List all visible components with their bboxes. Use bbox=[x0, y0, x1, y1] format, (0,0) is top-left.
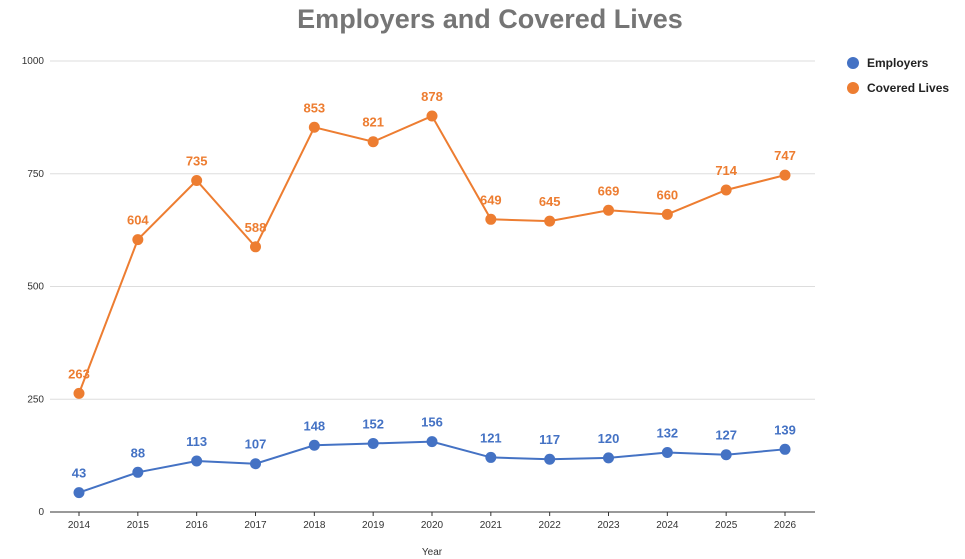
data-label-employers: 107 bbox=[245, 437, 267, 452]
data-point-covered-lives bbox=[720, 184, 732, 196]
data-label-covered-lives: 588 bbox=[245, 220, 267, 235]
data-label-covered-lives: 263 bbox=[68, 366, 90, 381]
y-tick-label: 1000 bbox=[22, 56, 45, 67]
data-point-covered-lives bbox=[485, 213, 497, 225]
data-point-employers bbox=[720, 449, 732, 461]
y-tick-label: 750 bbox=[27, 169, 44, 180]
data-point-employers bbox=[603, 452, 614, 464]
y-tick-label: 250 bbox=[27, 394, 44, 405]
data-point-covered-lives bbox=[544, 215, 556, 227]
x-tick-label: 2016 bbox=[186, 520, 209, 531]
data-label-covered-lives: 604 bbox=[127, 213, 149, 228]
data-point-employers bbox=[485, 451, 497, 463]
data-label-employers: 113 bbox=[186, 434, 207, 449]
x-tick-label: 2014 bbox=[68, 520, 91, 531]
y-tick-label: 0 bbox=[38, 507, 44, 518]
legend-label-employers: Employers bbox=[867, 56, 929, 70]
chart-series: 43 88 113 107 148 152 156 121 117 120 132 127 139 263… bbox=[68, 89, 796, 499]
grid-lines bbox=[50, 60, 815, 513]
data-label-employers: 127 bbox=[715, 428, 737, 443]
data-point-employers bbox=[132, 466, 144, 478]
data-label-covered-lives: 645 bbox=[539, 194, 561, 209]
data-label-covered-lives: 669 bbox=[598, 183, 620, 198]
data-point-covered-lives bbox=[250, 241, 261, 253]
legend-label-covered-lives: Covered Lives bbox=[867, 81, 949, 95]
x-tick-label: 2023 bbox=[597, 520, 620, 531]
data-point-covered-lives bbox=[426, 110, 438, 122]
data-point-covered-lives bbox=[779, 169, 791, 181]
data-point-employers bbox=[367, 437, 379, 449]
chart-title: Employers and Covered Lives bbox=[297, 4, 683, 34]
x-axis-label: Year bbox=[422, 547, 443, 558]
x-tick-label: 2025 bbox=[715, 520, 738, 531]
y-tick-label: 500 bbox=[27, 282, 44, 293]
data-label-employers: 139 bbox=[774, 422, 796, 437]
data-label-covered-lives: 660 bbox=[656, 187, 678, 202]
data-label-covered-lives: 878 bbox=[421, 89, 443, 104]
data-point-employers bbox=[544, 453, 556, 465]
data-label-covered-lives: 747 bbox=[774, 148, 796, 163]
data-point-covered-lives bbox=[367, 136, 379, 148]
data-label-employers: 120 bbox=[598, 431, 620, 446]
data-point-employers bbox=[426, 436, 438, 448]
x-tick-label: 2024 bbox=[656, 520, 679, 531]
data-label-employers: 132 bbox=[656, 425, 678, 440]
data-label-employers: 156 bbox=[421, 415, 443, 430]
data-point-employers bbox=[779, 443, 791, 455]
series-employers: 43 88 113 107 148 152 156 121 117 120 132 127 139 bbox=[72, 415, 796, 499]
series-line-employers bbox=[78, 440, 786, 494]
data-point-covered-lives bbox=[73, 387, 85, 399]
legend: Employers Covered Lives bbox=[847, 56, 949, 95]
x-tick-label: 2021 bbox=[480, 520, 503, 531]
data-point-employers bbox=[191, 455, 203, 467]
x-tick-label: 2018 bbox=[303, 520, 326, 531]
data-label-employers: 43 bbox=[72, 466, 86, 481]
data-label-employers: 121 bbox=[480, 430, 502, 445]
data-label-covered-lives: 821 bbox=[362, 115, 384, 130]
data-label-employers: 148 bbox=[303, 418, 325, 433]
x-tick-label: 2017 bbox=[244, 520, 267, 531]
data-label-employers: 88 bbox=[131, 445, 145, 460]
data-point-covered-lives bbox=[308, 121, 320, 133]
data-point-covered-lives bbox=[191, 175, 203, 187]
data-point-employers bbox=[250, 458, 261, 470]
data-point-covered-lives bbox=[603, 204, 614, 216]
data-label-employers: 117 bbox=[539, 432, 560, 447]
data-label-covered-lives: 714 bbox=[715, 163, 737, 178]
series-covered-lives: 263 604 735 588 853 821 878 649 645 669 660 714 747 bbox=[68, 89, 796, 399]
data-point-employers bbox=[308, 439, 320, 451]
x-tick-label: 2022 bbox=[539, 520, 562, 531]
data-label-covered-lives: 735 bbox=[186, 154, 208, 169]
legend-marker-employers bbox=[847, 57, 859, 69]
data-point-covered-lives bbox=[132, 234, 144, 246]
x-axis-ticks: 2014 2015 2016 2017 2018 2019 2020 2021 2022 2023… bbox=[68, 512, 797, 531]
x-tick-label: 2019 bbox=[362, 520, 385, 531]
data-point-employers bbox=[661, 446, 673, 458]
x-tick-label: 2015 bbox=[127, 520, 150, 531]
data-label-covered-lives: 649 bbox=[480, 192, 502, 207]
data-label-employers: 152 bbox=[362, 416, 384, 431]
data-point-employers bbox=[73, 487, 85, 499]
legend-marker-covered-lives bbox=[847, 82, 859, 94]
y-axis-ticks: 0 250 500 750 1000 bbox=[22, 56, 45, 518]
x-tick-label: 2020 bbox=[421, 520, 444, 531]
x-tick-label: 2026 bbox=[774, 520, 797, 531]
data-point-covered-lives bbox=[661, 208, 673, 220]
data-label-covered-lives: 853 bbox=[303, 100, 325, 115]
